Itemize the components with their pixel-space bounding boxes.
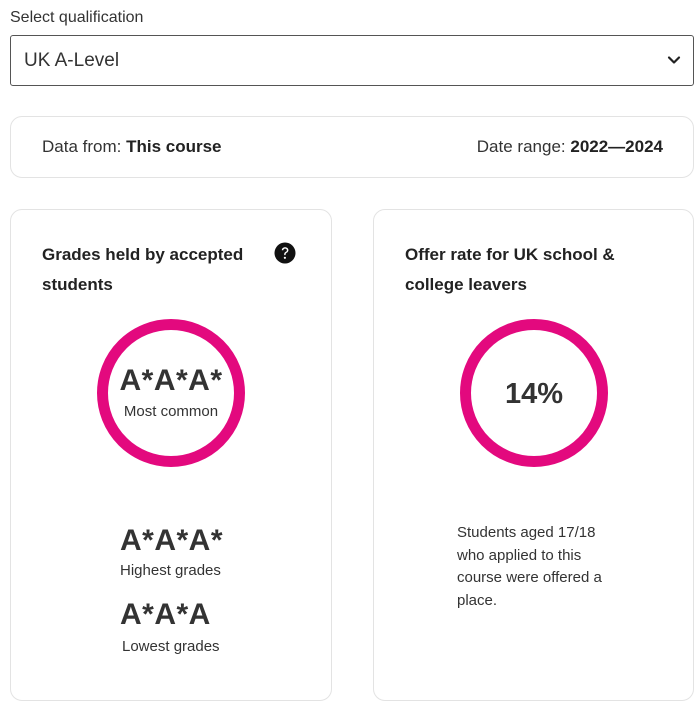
highest-grades: A*A*A* Highest grades: [120, 524, 223, 579]
offer-rate-ring: 14%: [460, 319, 608, 467]
qualification-select[interactable]: UK A-Level: [10, 35, 694, 86]
most-common-grade-ring: A*A*A* Most common: [97, 319, 245, 467]
offer-rate-value: 14%: [504, 378, 564, 410]
most-common-grade-value: A*A*A*: [119, 364, 223, 397]
offer-rate-card-title: Offer rate for UK school & college leave…: [405, 245, 615, 294]
qualification-selected-value: UK A-Level: [24, 49, 120, 71]
lowest-grades-value: A*A*A: [120, 598, 211, 631]
most-common-grade-label: Most common: [123, 403, 219, 420]
grades-card: Grades held by accepted students A*A*A* …: [10, 209, 332, 701]
highest-grades-value: A*A*A*: [120, 524, 224, 557]
date-range: Date range: 2022—2024: [477, 137, 663, 157]
qualification-select-label: Select qualification: [10, 9, 144, 26]
data-from: Data from: This course: [42, 137, 222, 157]
grades-card-title: Grades held by accepted students: [42, 245, 244, 294]
offer-rate-card: Offer rate for UK school & college leave…: [373, 209, 694, 701]
data-from-value: This course: [126, 137, 222, 156]
lowest-grades-label: Lowest grades: [122, 638, 220, 655]
date-range-label: Date range:: [476, 137, 566, 156]
lowest-grades: A*A*A Lowest grades: [120, 598, 220, 655]
offer-rate-description: Students aged 17/18 who applied to this …: [457, 524, 602, 609]
data-info-bar: Data from: This course Date range: 2022—…: [10, 116, 694, 178]
chevron-down-icon: [667, 56, 681, 64]
data-from-label: Data from:: [42, 137, 122, 156]
date-range-value: 2022—2024: [570, 137, 663, 156]
highest-grades-label: Highest grades: [120, 562, 221, 579]
question-circle-icon[interactable]: [274, 242, 296, 264]
